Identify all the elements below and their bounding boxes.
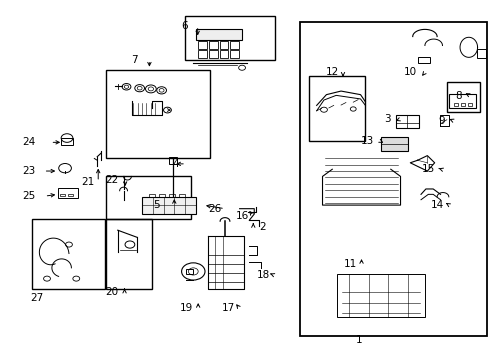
Bar xyxy=(198,41,206,49)
Bar xyxy=(308,76,365,140)
Text: 27: 27 xyxy=(31,293,44,303)
Text: 24: 24 xyxy=(22,138,36,147)
Text: 4: 4 xyxy=(173,159,179,169)
Bar xyxy=(178,194,184,197)
Text: 10: 10 xyxy=(403,67,416,77)
Bar xyxy=(32,220,104,289)
Text: 17: 17 xyxy=(222,303,235,314)
Bar xyxy=(336,274,424,317)
Text: 8: 8 xyxy=(455,91,462,101)
Bar xyxy=(142,197,195,214)
Bar xyxy=(461,103,465,107)
Bar xyxy=(448,94,475,108)
Text: 21: 21 xyxy=(81,177,94,187)
Bar xyxy=(159,194,164,197)
Text: 15: 15 xyxy=(421,164,434,174)
Bar xyxy=(447,82,479,112)
Text: 12: 12 xyxy=(325,67,338,77)
Bar xyxy=(476,49,485,58)
Text: 11: 11 xyxy=(343,259,356,269)
Bar xyxy=(208,50,217,58)
Bar xyxy=(106,176,190,219)
Text: 14: 14 xyxy=(429,200,443,210)
Bar xyxy=(184,16,275,60)
Bar xyxy=(60,194,65,197)
Text: 9: 9 xyxy=(438,116,445,126)
Text: 16: 16 xyxy=(235,211,248,221)
Bar xyxy=(58,188,78,198)
Bar xyxy=(168,194,174,197)
Bar xyxy=(195,30,242,40)
Text: 13: 13 xyxy=(361,136,374,145)
Bar xyxy=(230,50,239,58)
Text: 20: 20 xyxy=(105,287,118,297)
Bar xyxy=(68,194,73,197)
Bar xyxy=(106,69,210,158)
Text: 2: 2 xyxy=(259,222,266,231)
Text: 22: 22 xyxy=(105,175,118,185)
Bar xyxy=(453,103,457,107)
Bar xyxy=(219,41,228,49)
Text: 26: 26 xyxy=(208,204,222,214)
Bar xyxy=(198,50,206,58)
Text: 6: 6 xyxy=(182,21,188,31)
Text: 25: 25 xyxy=(22,191,36,201)
Bar xyxy=(395,116,418,128)
Text: 23: 23 xyxy=(22,166,36,176)
Text: 19: 19 xyxy=(179,303,192,314)
Bar xyxy=(105,220,152,289)
Bar xyxy=(185,269,193,274)
Text: 3: 3 xyxy=(383,114,390,124)
Bar xyxy=(299,22,487,336)
Text: 18: 18 xyxy=(256,270,269,280)
Bar xyxy=(208,41,217,49)
Bar xyxy=(61,138,73,145)
Bar xyxy=(219,50,228,58)
Bar xyxy=(169,157,177,164)
Bar xyxy=(149,194,155,197)
Text: 7: 7 xyxy=(131,55,138,65)
Text: 1: 1 xyxy=(355,334,362,345)
Bar xyxy=(230,41,239,49)
Bar xyxy=(380,137,407,151)
Bar xyxy=(467,103,471,107)
Bar xyxy=(417,57,429,63)
Text: 5: 5 xyxy=(153,200,160,210)
